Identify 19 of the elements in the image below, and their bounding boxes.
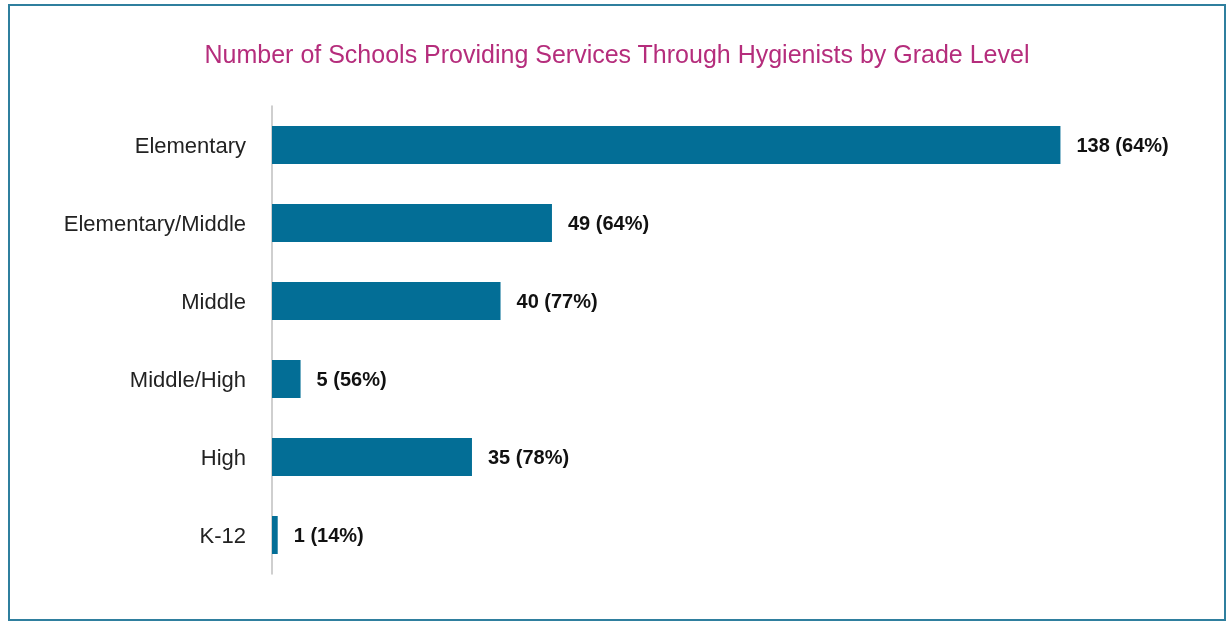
- y-tick-label: Middle: [181, 288, 246, 314]
- data-label: 138 (64%): [1076, 134, 1169, 156]
- data-label: 40 (77%): [516, 290, 598, 312]
- y-tick-label: Middle/High: [129, 366, 246, 392]
- bar: [272, 282, 501, 320]
- data-label: 1 (14%): [293, 524, 364, 546]
- data-label: 35 (78%): [487, 446, 570, 468]
- data-label: 5 (56%): [316, 368, 387, 390]
- y-tick-label: High: [200, 444, 246, 470]
- bar: [272, 126, 1061, 164]
- y-tick-label: Elementary: [134, 132, 246, 158]
- bar: [272, 204, 552, 242]
- bar: [272, 438, 472, 476]
- y-tick-label: K-12: [199, 522, 246, 548]
- bar: [272, 516, 278, 554]
- y-tick-label: Elementary/Middle: [63, 210, 246, 236]
- data-label: 49 (64%): [567, 212, 650, 234]
- bar: [272, 360, 301, 398]
- chart-title: Number of Schools Providing Services Through Hygienists by Grade Level: [204, 39, 1030, 68]
